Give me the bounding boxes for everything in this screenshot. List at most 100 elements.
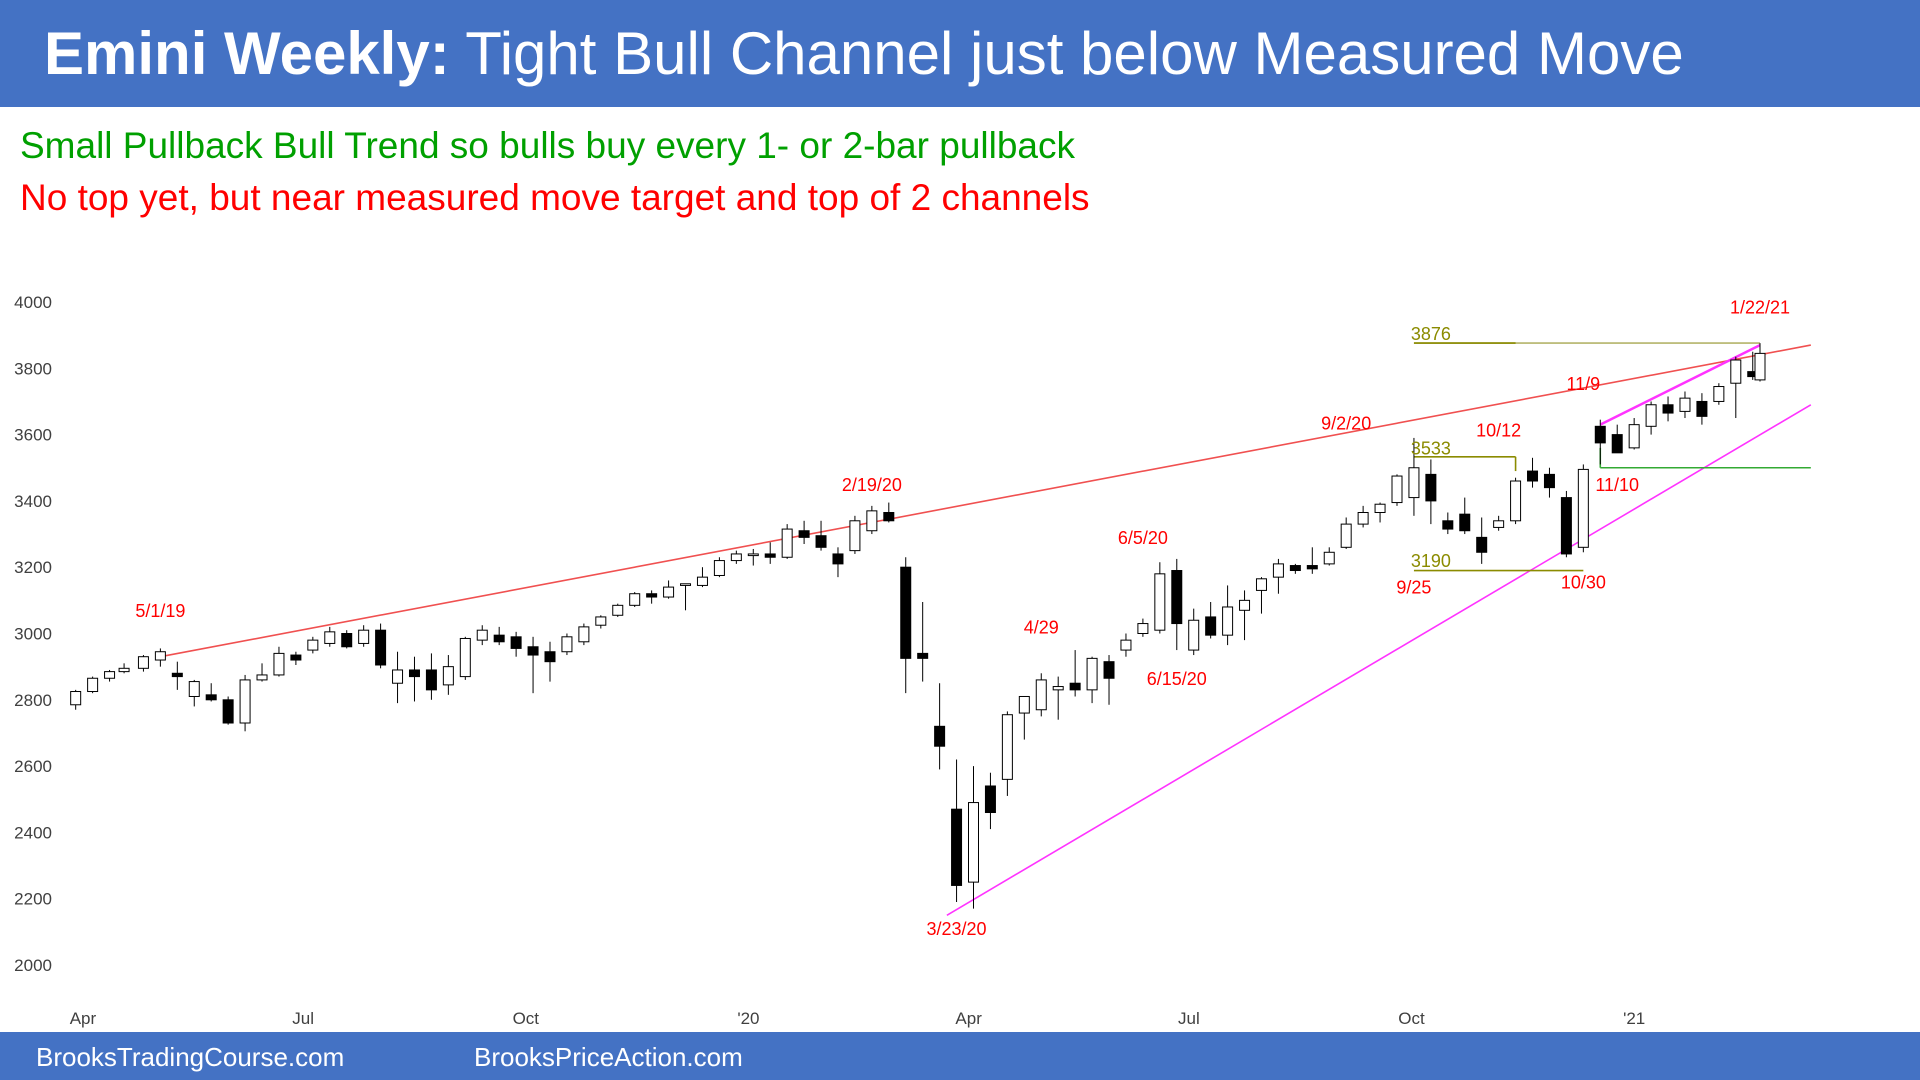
bull-candle	[87, 677, 99, 693]
bull-candle	[561, 636, 573, 653]
x-tick-label: '21	[1623, 1009, 1645, 1028]
bull-candle	[1188, 619, 1200, 651]
x-tick-label: Oct	[1398, 1009, 1425, 1028]
bear-candle	[1527, 470, 1539, 482]
bear-candle	[544, 651, 556, 663]
bull-candle	[595, 616, 607, 626]
x-tick-label: Oct	[513, 1009, 540, 1028]
bull-candle	[730, 553, 742, 562]
footer-bar: BrooksTradingCourse.com BrooksPriceActio…	[0, 1032, 1920, 1080]
y-tick-label: 2000	[14, 956, 52, 975]
bear-candle	[1306, 565, 1318, 570]
bull-candle	[137, 656, 149, 669]
bull-candle	[713, 560, 725, 576]
bull-candle	[629, 593, 641, 606]
bull-candle	[1154, 573, 1166, 631]
bear-candle	[171, 672, 183, 678]
bear-candle	[798, 530, 810, 538]
annotation-label: 10/12	[1476, 420, 1521, 440]
bull-candle	[1408, 467, 1420, 499]
bear-candle	[341, 633, 353, 648]
bull-candle	[1391, 475, 1403, 504]
y-tick-label: 3400	[14, 492, 52, 511]
bull-candle	[188, 681, 200, 697]
bear-candle	[1425, 473, 1437, 502]
bear-candle	[527, 646, 539, 656]
bull-candle	[256, 674, 268, 681]
annotation-label: 9/2/20	[1321, 414, 1371, 434]
bear-candle	[408, 669, 420, 678]
bear-candle	[883, 512, 895, 522]
bear-candle	[917, 652, 929, 659]
bear-candle	[1662, 404, 1674, 414]
bull-candle	[1645, 404, 1657, 427]
annotation-label: 4/29	[1024, 618, 1059, 638]
bull-candle	[1222, 606, 1234, 636]
bear-candle	[1103, 661, 1115, 679]
bear-candle	[510, 636, 522, 649]
bull-candle	[849, 520, 861, 552]
footer-left-site: BrooksTradingCourse.com	[36, 1042, 345, 1072]
bull-candle	[1255, 578, 1267, 591]
bull-candle	[1730, 359, 1742, 384]
bull-candle	[307, 639, 319, 651]
bull-candle	[1577, 468, 1589, 548]
x-tick-label: Apr	[955, 1009, 982, 1028]
bear-candle	[815, 535, 827, 548]
y-tick-label: 2400	[14, 823, 52, 842]
bull-candle	[781, 528, 793, 558]
bull-candle	[1754, 352, 1766, 381]
bull-candle	[747, 553, 759, 557]
bear-candle	[1459, 513, 1471, 532]
bear-candle	[1696, 400, 1708, 417]
annotation-label: 9/25	[1396, 578, 1431, 598]
x-tick-label: Jul	[1178, 1009, 1200, 1028]
bear-candle	[1205, 616, 1217, 636]
y-tick-label: 3000	[14, 625, 52, 644]
annotation-label: 2/19/20	[842, 475, 902, 495]
bull-candle	[239, 679, 251, 724]
bull-candle	[1493, 520, 1505, 528]
bull-candle	[612, 604, 624, 616]
bull-candle	[104, 671, 116, 679]
annotation-label: 6/15/20	[1147, 669, 1207, 689]
x-tick-label: Jul	[292, 1009, 314, 1028]
y-tick-label: 3200	[14, 558, 52, 577]
title-rest: Tight Bull Channel just below Measured M…	[449, 20, 1684, 87]
annotation-label: 11/9	[1566, 374, 1600, 394]
title-bold: Emini Weekly:	[44, 20, 450, 87]
bull-candle	[1137, 623, 1149, 634]
bear-candle	[1442, 520, 1454, 530]
bear-candle	[951, 808, 963, 886]
bull-candle	[1323, 551, 1335, 565]
bull-candle	[1035, 679, 1047, 711]
bull-candle	[1086, 657, 1098, 691]
bull-candle	[1713, 386, 1725, 402]
bull-candle	[968, 802, 979, 883]
bull-candle	[1272, 563, 1284, 578]
bull-candle	[358, 629, 370, 644]
annotation-label: 10/30	[1561, 573, 1606, 593]
x-tick-label: '20	[737, 1009, 759, 1028]
page-title: Emini Weekly: Tight Bull Channel just be…	[44, 18, 1684, 90]
bear-candle	[222, 699, 234, 724]
bear-candle	[934, 725, 946, 747]
y-tick-label: 2800	[14, 691, 52, 710]
bull-candle	[1510, 480, 1522, 522]
bull-candle	[1628, 424, 1640, 449]
bear-candle	[1171, 570, 1183, 625]
bear-candle	[1560, 497, 1572, 555]
bear-candle	[1069, 682, 1081, 691]
upper-channel-line	[160, 344, 1811, 658]
bull-candle	[1239, 599, 1251, 611]
bull-candle	[459, 637, 471, 678]
bull-candle	[1001, 714, 1013, 780]
bull-candle	[696, 576, 708, 586]
bull-candle	[476, 629, 488, 641]
y-tick-label: 3800	[14, 359, 52, 378]
y-tick-label: 4000	[14, 293, 52, 312]
bear-candle	[1476, 536, 1488, 553]
bear-candle	[290, 654, 302, 661]
bear-candle	[984, 785, 996, 814]
bear-candle	[1289, 565, 1301, 572]
